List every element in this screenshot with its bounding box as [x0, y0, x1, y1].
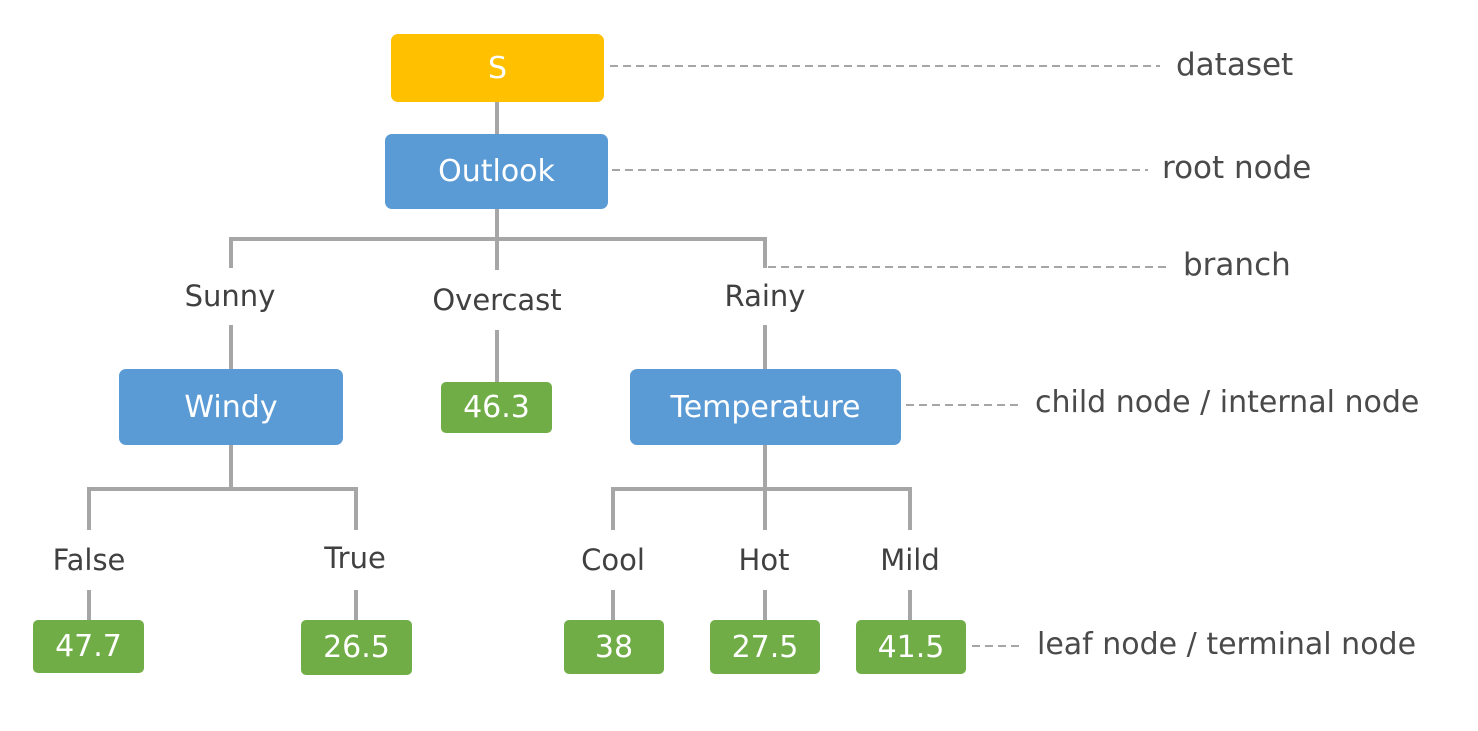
- annotation-child-node: child node / internal node: [1035, 385, 1420, 420]
- annotation-branch: branch: [1183, 247, 1291, 283]
- internal-node-temperature: Temperature: [630, 369, 901, 445]
- leaf-node-false: 47.7: [33, 620, 144, 673]
- root-node-outlook: Outlook: [385, 134, 608, 209]
- connector-root-branches: [229, 237, 767, 268]
- leaf-node-cool: 38: [564, 620, 664, 674]
- leaf-node-hot: 27.5: [710, 620, 820, 674]
- branch-label-cool: Cool: [581, 543, 645, 577]
- connector-windy-branches: [87, 487, 358, 530]
- annotation-root-node: root node: [1162, 150, 1312, 186]
- dataset-node: S: [391, 34, 604, 102]
- branch-label-hot: Hot: [738, 543, 790, 577]
- branch-label-true: True: [324, 541, 386, 575]
- branch-label-sunny: Sunny: [184, 279, 276, 313]
- connector-temperature-branches: [611, 487, 912, 530]
- leaf-node-true: 26.5: [301, 620, 412, 675]
- branch-label-overcast: Overcast: [432, 283, 562, 317]
- branch-label-mild: Mild: [880, 543, 940, 577]
- internal-node-windy: Windy: [119, 369, 343, 445]
- leaf-node-mild: 41.5: [856, 620, 966, 674]
- annotation-leaf-node: leaf node / terminal node: [1037, 627, 1417, 662]
- annotation-dataset: dataset: [1176, 47, 1294, 83]
- branch-label-false: False: [52, 543, 126, 577]
- leaf-node-overcast: 46.3: [441, 382, 552, 433]
- branch-label-rainy: Rainy: [724, 279, 806, 313]
